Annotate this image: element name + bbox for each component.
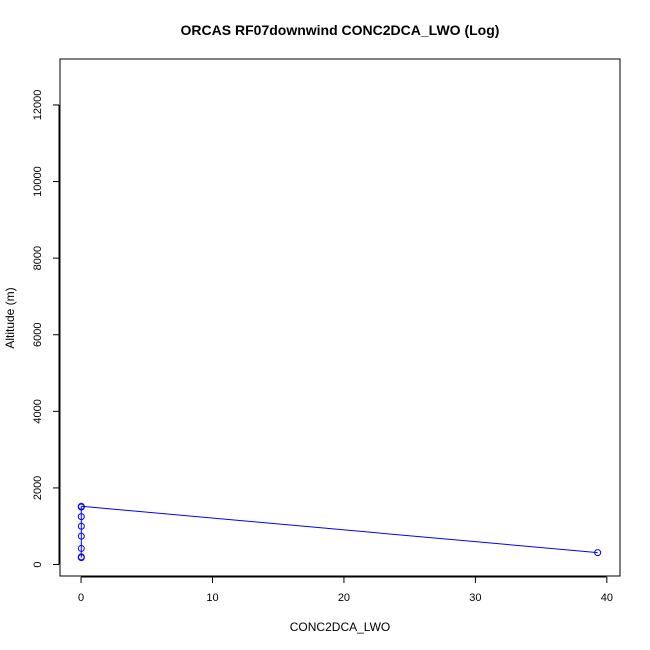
y-tick-label: 10000 — [32, 166, 44, 197]
x-axis: 0 10 20 30 40 — [78, 576, 613, 604]
series-layer — [77, 502, 602, 562]
data-point — [594, 549, 602, 557]
y-axis-label: Altitude (m) — [3, 287, 17, 348]
data-point — [77, 522, 85, 530]
data-point — [77, 544, 85, 552]
data-point — [77, 532, 85, 540]
y-tick-label: 8000 — [32, 246, 44, 270]
x-tick-label: 40 — [601, 592, 613, 604]
data-point — [77, 513, 85, 521]
y-tick-label: 2000 — [32, 476, 44, 500]
data-point — [77, 502, 85, 510]
y-tick-label: 0 — [32, 561, 44, 567]
y-axis: 0 2000 4000 6000 8000 10000 12000 — [32, 90, 60, 568]
x-axis-label: CONC2DCA_LWO — [290, 620, 390, 634]
y-tick-label: 12000 — [32, 90, 44, 121]
y-tick-label: 4000 — [32, 399, 44, 423]
series-line-segment — [81, 505, 598, 554]
x-tick-label: 30 — [469, 592, 481, 604]
plot-area — [59, 58, 621, 577]
data-point — [77, 553, 85, 561]
y-tick-label: 6000 — [32, 322, 44, 346]
x-tick-label: 10 — [206, 592, 218, 604]
x-tick-label: 0 — [78, 592, 84, 604]
x-tick-label: 20 — [338, 592, 350, 604]
chart-title: ORCAS RF07downwind CONC2DCA_LWO (Log) — [181, 22, 500, 38]
